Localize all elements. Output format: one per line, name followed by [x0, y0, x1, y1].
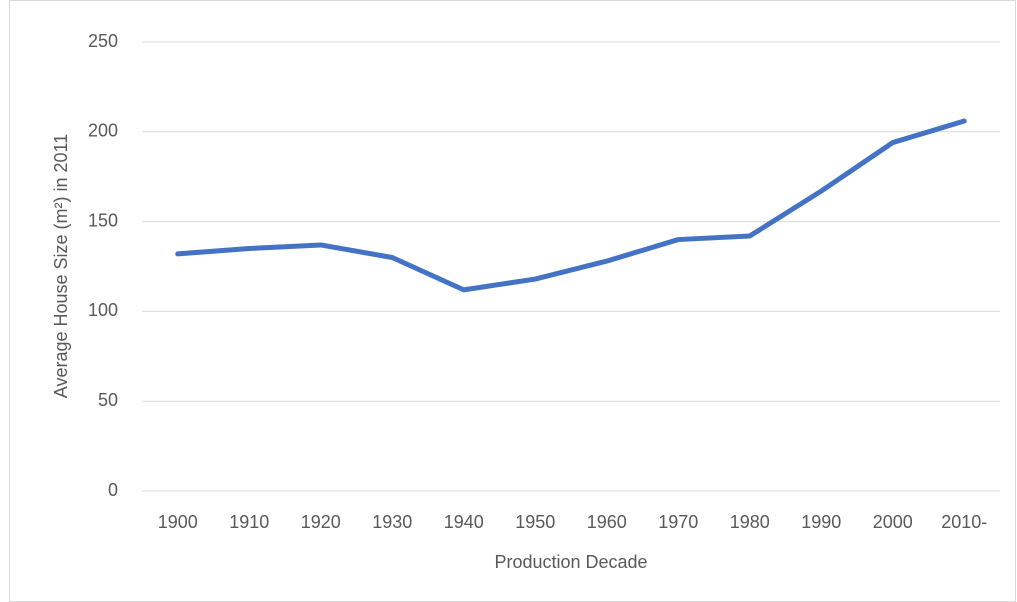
x-tick-label: 1970 — [658, 512, 698, 532]
x-axis-label: Production Decade — [494, 552, 647, 572]
y-tick-label: 50 — [98, 390, 118, 410]
y-tick-label: 250 — [88, 31, 118, 51]
x-tick-label: 1910 — [229, 512, 269, 532]
x-tick-label: 1980 — [730, 512, 770, 532]
x-tick-label: 1950 — [515, 512, 555, 532]
y-axis-label: Average House Size (m²) in 2011 — [51, 134, 71, 398]
y-tick-label: 150 — [88, 210, 118, 230]
x-tick-label: 1900 — [158, 512, 198, 532]
x-tick-label: 1960 — [587, 512, 627, 532]
x-tick-label: 2000 — [873, 512, 913, 532]
y-tick-label: 0 — [108, 480, 118, 500]
x-tick-label: 1940 — [444, 512, 484, 532]
y-tick-label: 200 — [88, 121, 118, 141]
chart-frame — [9, 0, 1016, 602]
x-tick-label: 2010- — [941, 512, 987, 532]
x-tick-label: 1930 — [372, 512, 412, 532]
x-tick-label: 1920 — [301, 512, 341, 532]
x-tick-label: 1990 — [801, 512, 841, 532]
y-tick-label: 100 — [88, 300, 118, 320]
line-series — [175, 118, 967, 293]
